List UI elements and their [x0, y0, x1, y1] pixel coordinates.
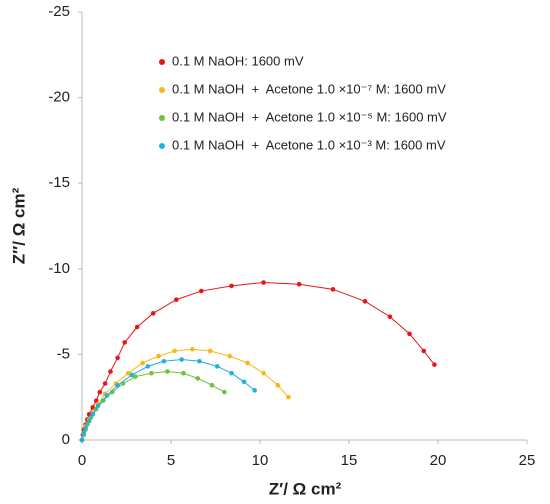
data-point — [261, 280, 266, 285]
data-point — [181, 370, 186, 376]
data-point — [197, 358, 202, 364]
data-point — [156, 353, 161, 359]
data-point — [198, 288, 204, 294]
legend-marker — [159, 59, 165, 65]
data-point — [252, 388, 257, 393]
data-point — [330, 287, 336, 292]
data-point — [174, 297, 179, 302]
y-tick-label: -20 — [48, 89, 70, 106]
data-point — [229, 370, 234, 376]
data-point — [115, 382, 120, 388]
data-point — [195, 376, 200, 381]
data-point — [86, 418, 92, 424]
x-tick-label: 5 — [167, 452, 175, 469]
data-point — [115, 355, 120, 361]
data-point — [97, 389, 103, 395]
data-point — [362, 299, 368, 304]
data-point — [81, 430, 87, 436]
y-tick-label: -10 — [48, 260, 70, 277]
data-point — [227, 353, 233, 359]
data-point — [286, 394, 291, 400]
data-point — [275, 382, 281, 388]
fit-line — [81, 281, 435, 441]
data-point — [209, 382, 215, 388]
y-tick-label: -15 — [48, 174, 70, 191]
data-point — [432, 362, 437, 367]
legend-marker — [159, 115, 165, 121]
data-point — [245, 360, 250, 366]
data-point — [108, 369, 113, 374]
data-point — [101, 398, 106, 403]
data-point — [261, 370, 266, 376]
fit-line — [81, 348, 289, 441]
data-point — [172, 348, 177, 354]
data-point — [122, 340, 128, 345]
data-point — [229, 283, 234, 289]
legend-marker — [159, 87, 165, 93]
data-point — [90, 412, 95, 417]
data-point — [134, 324, 140, 330]
data-point — [90, 405, 95, 410]
x-tick-label: 15 — [341, 452, 358, 469]
legend-label: 0.1 M NaOH: 1600 mV — [172, 53, 304, 68]
data-point — [150, 311, 156, 316]
x-axis-title: Z′/ Ω cm² — [269, 479, 342, 498]
data-point — [83, 425, 88, 431]
data-point — [207, 348, 213, 354]
y-axis-title: Z″/ Ω cm² — [9, 187, 28, 264]
data-point — [179, 357, 184, 362]
fit-line — [81, 371, 225, 441]
legend-label: 0.1 M NaOH + Acetone 1.0 ×10⁻³ M: 1600 m… — [172, 137, 446, 152]
data-point — [190, 346, 195, 352]
data-point — [140, 360, 145, 366]
data-point — [102, 381, 108, 386]
data-point — [95, 403, 101, 409]
x-tick-label: 20 — [430, 452, 447, 469]
data-point — [133, 374, 138, 379]
y-tick-label: -5 — [57, 345, 70, 362]
data-point — [86, 412, 92, 417]
data-point — [161, 358, 167, 364]
data-point — [104, 393, 110, 398]
data-point — [222, 389, 227, 395]
data-point — [296, 281, 302, 287]
data-point — [93, 398, 99, 403]
data-point — [421, 348, 427, 354]
data-point — [387, 314, 393, 320]
data-point — [165, 369, 170, 374]
y-tick-label: -25 — [48, 3, 70, 20]
legend-label: 0.1 M NaOH + Acetone 1.0 ×10⁻⁵ M: 1600 m… — [172, 109, 447, 124]
legend-marker — [159, 143, 165, 149]
data-point — [241, 379, 247, 385]
data-point — [79, 437, 85, 443]
data-point — [145, 364, 151, 369]
data-point — [407, 331, 412, 337]
x-tick-label: 25 — [519, 452, 536, 469]
data-point — [214, 364, 220, 369]
x-tick-label: 0 — [78, 452, 86, 469]
data-point — [149, 370, 154, 376]
data-point — [125, 370, 131, 376]
x-tick-label: 10 — [252, 452, 269, 469]
y-tick-label: 0 — [62, 431, 70, 448]
legend-label: 0.1 M NaOH + Acetone 1.0 ×10⁻⁷ M: 1600 m… — [172, 81, 446, 96]
data-point — [129, 372, 135, 378]
